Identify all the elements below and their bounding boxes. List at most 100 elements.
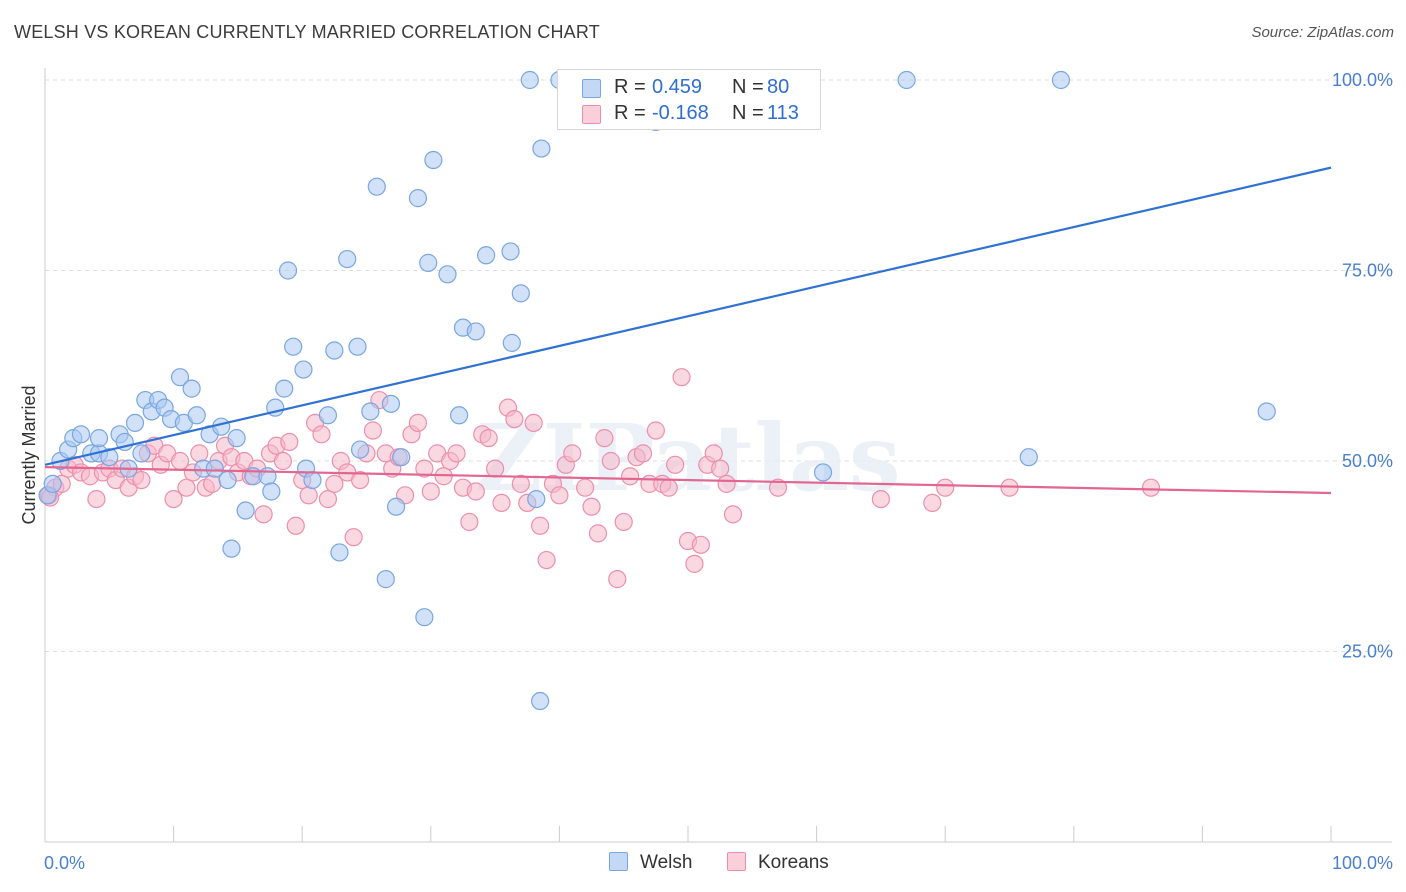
welsh-point-34 [262, 482, 281, 501]
welsh-point-26 [205, 459, 224, 478]
welsh-point-28 [218, 470, 237, 490]
bottom-legend-koreans: Koreans [727, 852, 829, 874]
welsh-point-20 [170, 368, 190, 387]
korean-point-38 [286, 516, 305, 535]
korean-point-88 [614, 512, 633, 532]
welsh-point-77 [1051, 70, 1071, 90]
welsh-point-33 [258, 467, 277, 486]
welsh-point-13 [125, 413, 145, 432]
welsh-point-14 [132, 444, 151, 463]
welsh-swatch [582, 79, 601, 98]
korean-point-43 [318, 490, 338, 509]
korean-point-44 [325, 474, 344, 493]
korean-point-99 [685, 554, 704, 573]
korean-point-36 [273, 451, 293, 471]
korean-point-33 [254, 505, 273, 524]
y-axis-label: Currently Married [19, 385, 39, 524]
koreans-r-value: -0.168 [652, 102, 709, 124]
correlation-legend: R = 0.459 N = 80 R = -0.168 N = 113 [557, 69, 821, 130]
welsh-point-61 [466, 322, 485, 341]
welsh-point-30 [227, 429, 246, 448]
korean-point-47 [344, 528, 363, 547]
welsh-trend-line [44, 166, 1332, 466]
welsh-r-label: R = [614, 76, 646, 98]
korean-point-107 [871, 490, 891, 509]
korean-point-25 [203, 474, 222, 493]
watermark: ZIPatlas [475, 404, 900, 512]
axes [44, 68, 1392, 843]
welsh-point-43 [325, 341, 344, 360]
welsh-point-45 [338, 249, 357, 269]
y-tick-label-75: 75.0% [1342, 261, 1393, 281]
welsh-point-63 [501, 242, 520, 261]
korean-point-85 [595, 429, 614, 448]
korean-point-50 [363, 421, 383, 440]
welsh-point-29 [222, 539, 241, 558]
welsh-point-58 [438, 265, 457, 284]
korean-point-109 [936, 478, 955, 497]
korean-point-65 [460, 512, 479, 532]
y-tick-label-50: 50.0% [1342, 451, 1393, 471]
korean-point-19 [164, 490, 183, 509]
korean-point-105 [723, 505, 743, 524]
korean-point-106 [768, 478, 788, 497]
tick-labels: 25.0% 50.0% 75.0% 100.0% 0.0% 100.0% [44, 70, 1393, 873]
korean-point-63 [447, 444, 466, 463]
welsh-point-36 [275, 379, 294, 398]
welsh-r-value: 0.459 [652, 76, 703, 98]
welsh-point-49 [367, 177, 386, 196]
welsh-point-79 [520, 70, 539, 90]
welsh-point-39 [294, 360, 313, 379]
korean-point-82 [576, 478, 595, 497]
korean-point-70 [492, 493, 511, 513]
welsh-point-31 [236, 501, 255, 520]
welsh-point-57 [424, 150, 443, 170]
welsh-point-76 [1019, 448, 1038, 467]
korean-point-57 [408, 413, 428, 432]
welsh-point-75 [897, 70, 916, 90]
y-tick-label-100: 100.0% [1332, 70, 1393, 90]
korean-point-83 [582, 497, 601, 516]
welsh-point-52 [386, 497, 406, 516]
trend-lines [44, 166, 1332, 495]
koreans-n-value: 113 [767, 102, 799, 124]
welsh-point-37 [278, 261, 298, 280]
welsh-point-68 [532, 139, 551, 158]
welsh-point-78 [1257, 402, 1276, 421]
bottom-welsh-swatch [609, 852, 628, 871]
korean-point-89 [621, 467, 640, 486]
welsh-point-23 [187, 406, 206, 425]
welsh-point-38 [284, 337, 303, 356]
welsh-point-67 [531, 691, 550, 711]
korean-point-42 [312, 425, 331, 444]
source-label: Source: ZipAtlas.com [1251, 24, 1394, 41]
welsh-point-66 [527, 490, 546, 509]
welsh-point-51 [381, 394, 401, 413]
korean-point-21 [177, 478, 196, 497]
koreans-swatch [582, 105, 601, 124]
welsh-point-9 [100, 448, 119, 467]
korean-point-108 [923, 493, 942, 513]
korean-point-77 [537, 550, 556, 570]
welsh-point-27 [212, 417, 231, 436]
korean-point-68 [479, 429, 498, 448]
chart-title: WELSH VS KOREAN CURRENTLY MARRIED CORREL… [14, 22, 600, 42]
welsh-point-1 [43, 474, 62, 493]
welsh-point-48 [361, 402, 380, 421]
korean-point-96 [666, 455, 685, 474]
welsh-point-54 [408, 189, 428, 208]
korean-point-73 [511, 474, 530, 493]
korean-point-93 [646, 421, 665, 440]
korean-point-111 [1141, 478, 1161, 497]
welsh-point-22 [182, 379, 201, 398]
welsh-n-value: 80 [767, 76, 790, 98]
welsh-point-74 [813, 463, 833, 482]
korean-point-37 [280, 432, 299, 452]
korean-point-102 [704, 444, 723, 463]
welsh-n-label: N = [732, 76, 764, 98]
bottom-welsh-label: Welsh [640, 852, 693, 873]
welsh-points [38, 70, 1276, 711]
x-tick-label-max: 100.0% [1332, 853, 1393, 873]
bottom-koreans-label: Koreans [758, 852, 829, 873]
